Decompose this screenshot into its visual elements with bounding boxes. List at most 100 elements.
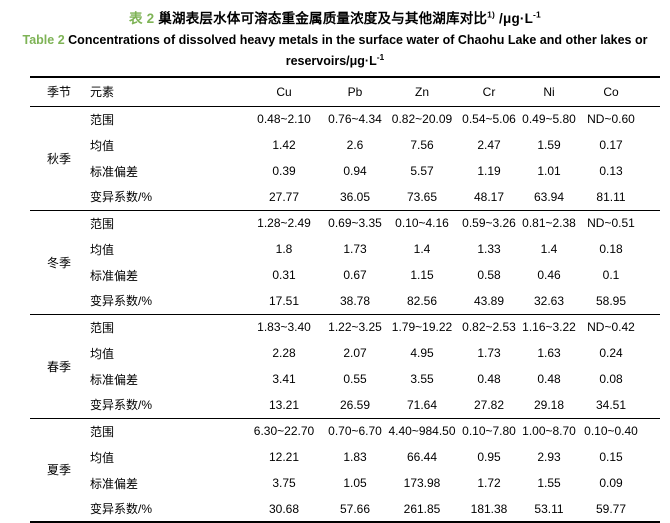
value-cell: 0.18 <box>599 242 623 256</box>
season-label: 夏季 <box>46 463 71 478</box>
table-row: 均值 1.8 1.73 1.4 1.33 1.4 0.18 <box>30 236 660 262</box>
value-cell: 36.05 <box>339 189 371 204</box>
row-label: 变异系数/% <box>90 502 153 516</box>
value-cell: 27.82 <box>473 397 505 412</box>
value-cell: 0.48 <box>477 372 501 386</box>
table-row: 均值 1.42 2.6 7.56 2.47 1.59 0.17 <box>30 132 660 158</box>
value-cell: 0.58 <box>477 268 501 282</box>
table-row: 冬季 范围 1.28~2.49 0.69~3.35 0.10~4.16 0.59~3.26… <box>30 210 660 269</box>
header-row: 季节 元素 Cu Pb Zn Cr Ni Co <box>30 77 660 106</box>
value-cell: 2.07 <box>343 346 367 360</box>
value-cell: 0.67 <box>343 268 367 282</box>
table-row: 夏季 范围 6.30~22.70 0.70~6.70 4.40~984.50 0.10~7… <box>30 418 660 477</box>
season-label: 春季 <box>46 359 71 374</box>
value-cell: 29.18 <box>533 397 565 412</box>
table-row: 变异系数/% 27.77 36.05 73.65 48.17 63.94 81.11 <box>30 184 660 210</box>
table-row: 标准偏差 0.39 0.94 5.57 1.19 1.01 0.13 <box>30 158 660 184</box>
value-cell: 1.01 <box>537 164 561 178</box>
table-number-cn: 表 2 <box>128 11 155 26</box>
value-cell: 1.33 <box>477 242 501 256</box>
value-cell: 1.8 <box>275 242 293 256</box>
value-cell: 1.19 <box>477 164 501 178</box>
unit-exponent-cn: -1 <box>533 9 541 20</box>
value-cell: 0.15 <box>599 450 623 464</box>
value-cell: 0.49~5.80 <box>522 112 576 127</box>
value-cell: 0.39 <box>272 164 296 178</box>
table-title-en-text: Concentrations of dissolved heavy metals… <box>68 33 648 47</box>
value-cell: 66.44 <box>406 450 438 464</box>
value-cell: 3.41 <box>272 372 296 386</box>
value-cell: 0.76~4.34 <box>328 112 382 127</box>
value-cell: 1.22~3.25 <box>328 320 382 335</box>
unit-label-en: reservoirs/μg·L <box>285 54 377 68</box>
unit-exponent-en: -1 <box>376 51 385 62</box>
table-row: 变异系数/% 17.51 38.78 82.56 43.89 32.63 58.95 <box>30 288 660 314</box>
season-group: 夏季 范围 6.30~22.70 0.70~6.70 4.40~984.50 0.10~7… <box>30 418 660 522</box>
value-cell: 0.54~5.06 <box>462 112 516 127</box>
table-title-english-line1: Table 2 Concentrations of dissolved heav… <box>0 33 670 47</box>
row-label: 标准偏差 <box>90 372 139 387</box>
value-cell: 1.72 <box>477 476 501 490</box>
value-cell: 5.57 <box>410 164 434 178</box>
value-cell: ND~0.42 <box>587 320 635 335</box>
value-cell: 1.63 <box>537 346 561 360</box>
value-cell: 0.55 <box>343 372 367 386</box>
value-cell: 0.24 <box>599 346 623 360</box>
season-label: 秋季 <box>46 151 71 166</box>
season-label: 冬季 <box>46 255 71 270</box>
row-label: 变异系数/% <box>90 190 153 205</box>
value-cell: 0.95 <box>477 450 501 464</box>
value-cell: 26.59 <box>339 397 371 412</box>
value-cell: 17.51 <box>268 293 300 308</box>
value-cell: 1.83 <box>343 450 367 464</box>
col-header-ni: Ni <box>543 84 555 99</box>
value-cell: 34.51 <box>595 397 627 412</box>
value-cell: 63.94 <box>533 189 565 204</box>
value-cell: 4.95 <box>410 346 434 360</box>
value-cell: 1.15 <box>410 268 434 282</box>
table-number-en: Table 2 <box>22 33 65 47</box>
table-row: 春季 范围 1.83~3.40 1.22~3.25 1.79~19.22 0.82~2.5… <box>30 314 660 373</box>
value-cell: 0.09 <box>599 476 623 490</box>
table-title-english-line2: reservoirs/μg·L-1 <box>0 51 670 68</box>
value-cell: 1.05 <box>343 476 367 490</box>
season-group: 冬季 范围 1.28~2.49 0.69~3.35 0.10~4.16 0.59~3.26… <box>30 210 660 314</box>
value-cell: 0.48~2.10 <box>257 112 311 127</box>
col-header-cr: Cr <box>482 84 496 99</box>
col-header-cu: Cu <box>276 84 292 99</box>
value-cell: 1.83~3.40 <box>257 320 311 335</box>
unit-label-cn: /μg·L <box>495 11 534 26</box>
value-cell: 1.55 <box>537 476 561 490</box>
value-cell: ND~0.51 <box>587 216 635 231</box>
value-cell: 0.17 <box>599 138 623 152</box>
value-cell: 2.47 <box>477 138 501 152</box>
value-cell: 82.56 <box>406 293 438 308</box>
value-cell: 7.56 <box>410 138 434 152</box>
col-header-season: 季节 <box>46 85 71 100</box>
col-header-zn: Zn <box>414 84 429 99</box>
value-cell: 1.4 <box>413 242 431 256</box>
value-cell: 59.77 <box>595 501 627 516</box>
value-cell: 0.70~6.70 <box>328 424 382 439</box>
value-cell: 43.89 <box>473 293 505 308</box>
value-cell: 181.38 <box>470 501 508 516</box>
value-cell: 0.69~3.35 <box>328 216 382 231</box>
value-cell: 1.73 <box>343 242 367 256</box>
value-cell: 0.94 <box>343 164 367 178</box>
value-cell: 1.79~19.22 <box>391 320 453 335</box>
row-label: 均值 <box>90 138 115 153</box>
value-cell: 1.42 <box>272 138 296 152</box>
value-cell: 0.13 <box>599 164 623 178</box>
value-cell: 4.40~984.50 <box>388 424 456 439</box>
row-label: 范围 <box>90 216 115 231</box>
value-cell: 0.10~7.80 <box>462 424 516 439</box>
table-row: 均值 12.21 1.83 66.44 0.95 2.93 0.15 <box>30 444 660 470</box>
table-row: 变异系数/% 30.68 57.66 261.85 181.38 53.11 59.77 <box>30 496 660 522</box>
value-cell: 3.55 <box>410 372 434 386</box>
value-cell: 2.93 <box>537 450 561 464</box>
row-label: 均值 <box>90 242 115 257</box>
table-row: 标准偏差 3.41 0.55 3.55 0.48 0.48 0.08 <box>30 366 660 392</box>
value-cell: 0.82~20.09 <box>391 112 453 127</box>
value-cell: 81.11 <box>596 189 626 204</box>
